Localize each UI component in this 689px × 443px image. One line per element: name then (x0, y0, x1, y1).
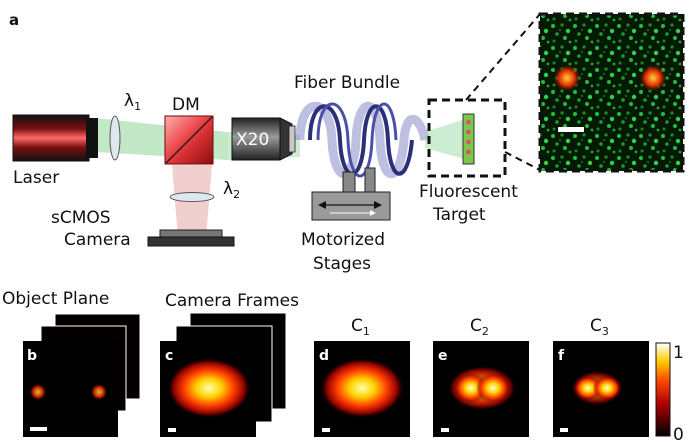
panel-e-title: C2 (470, 316, 489, 338)
target-label-line1: Fluorescent (419, 182, 518, 202)
panel-f (553, 341, 649, 437)
stages-label-line2: Stages (313, 254, 371, 274)
panel-b-letter: b (27, 348, 37, 364)
panel-f-scale-bar (560, 428, 568, 432)
scmos-camera (147, 229, 235, 247)
panel-e-scale-bar (441, 428, 449, 432)
panel-f-letter: f (558, 348, 565, 364)
inset-scale-bar (558, 127, 584, 132)
laser (12, 114, 98, 162)
zoom-line-top (465, 13, 541, 101)
panel-d-letter: d (319, 348, 329, 364)
lambda1-label: λ1 (124, 91, 141, 113)
camera-label-line1: sCMOS (51, 208, 111, 228)
output-beam (425, 118, 468, 160)
panel-b (23, 313, 141, 437)
lens-1 (109, 115, 121, 161)
target-zoom-box (427, 98, 507, 178)
fiber-bundle (295, 102, 430, 178)
lambda2-label: λ2 (223, 179, 240, 201)
panel-c-letter: c (165, 348, 173, 364)
fluorescent-target (462, 113, 475, 165)
objective-label: X20 (236, 130, 269, 150)
panel-d-title: C1 (351, 316, 370, 338)
panel-f-title: C3 (590, 316, 609, 338)
lens-2 (169, 192, 215, 202)
objective (231, 117, 296, 161)
colorbar-max-label: 1 (673, 343, 684, 363)
camera-label-line2: Camera (64, 230, 131, 250)
zoom-line-bottom (504, 151, 541, 171)
colorbar (655, 342, 671, 437)
panel-e (433, 341, 529, 437)
panel-d (314, 341, 410, 437)
stages-label-line1: Motorized (301, 230, 385, 250)
fluorescence-inset (538, 12, 685, 173)
colorbar-min-label: 0 (673, 425, 684, 443)
dm-label: DM (172, 95, 200, 115)
panel-a-letter: a (9, 11, 19, 29)
target-label-line2: Target (432, 205, 486, 225)
panel-e-letter: e (438, 348, 448, 364)
object-plane-title: Object Plane (2, 289, 109, 309)
laser-label: Laser (13, 168, 59, 188)
panel-b-scale-bar (30, 427, 47, 431)
fiber-bundle-label: Fiber Bundle (294, 73, 400, 93)
motorized-stages (311, 167, 391, 221)
dichroic-mirror (164, 115, 214, 165)
camera-frames-title: Camera Frames (165, 291, 299, 311)
panel-c (160, 312, 287, 437)
panel-d-scale-bar (322, 428, 330, 432)
panel-c-scale-bar (168, 428, 176, 432)
